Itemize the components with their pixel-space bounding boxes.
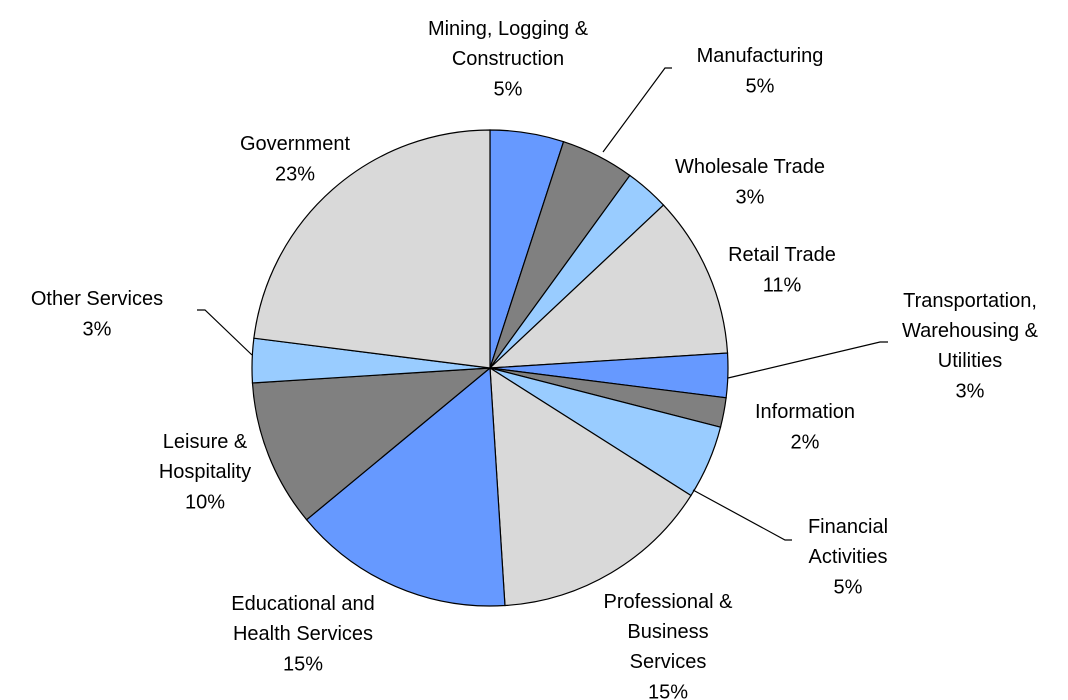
slice-label-line: Information	[755, 401, 855, 423]
slice-label-line: Activities	[809, 546, 888, 568]
slice-value-label: 3%	[736, 186, 765, 208]
slice-value-label: 5%	[494, 78, 523, 100]
leader-line	[197, 309, 253, 356]
leader-line	[602, 67, 672, 153]
pie-slice	[251, 367, 492, 521]
slice-value-label: 15%	[283, 653, 323, 675]
slice-label-line: Financial	[808, 516, 888, 538]
slice-label-line: Business	[627, 621, 708, 643]
slice-label-line: Services	[630, 651, 707, 673]
slice-label-line: Retail Trade	[728, 244, 836, 266]
slice-label-line: Manufacturing	[697, 45, 824, 67]
slice-label: Information	[755, 401, 855, 423]
slice-label: Leisure & Hospitality	[159, 431, 251, 483]
slice-value-label: 3%	[956, 380, 985, 402]
leader-line	[727, 341, 888, 379]
slice-label-line: Wholesale Trade	[675, 156, 825, 178]
pie-slice	[488, 204, 729, 369]
slice-value-label: 5%	[834, 576, 863, 598]
slice-label: Professional & Business Services	[604, 591, 734, 673]
pie-slice	[489, 366, 692, 607]
slice-label-line: Utilities	[938, 350, 1002, 372]
slice-label: Other Services	[31, 288, 163, 310]
slice-value-label: 10%	[185, 491, 225, 513]
slice-label-line: Government	[240, 133, 350, 155]
slice-value-label: 5%	[746, 75, 775, 97]
slice-label-line: Health Services	[233, 623, 373, 645]
slice-label: Educational and Health Services	[231, 593, 374, 645]
slice-value-label: 11%	[763, 274, 802, 296]
slice-label: Manufacturing	[697, 45, 824, 67]
slice-value-label: 3%	[83, 318, 112, 340]
slice-value-label: 23%	[275, 163, 315, 185]
slice-value-label: 15%	[648, 681, 688, 700]
slice-label: Financial Activities	[808, 516, 888, 568]
slice-label: Retail Trade	[728, 244, 836, 266]
slice-label-line: Transportation,	[903, 290, 1037, 312]
slice-value-label: 2%	[791, 431, 820, 453]
slice-label-line: Warehousing &	[902, 320, 1039, 342]
slice-label: Wholesale Trade	[675, 156, 825, 178]
slice-label-line: Leisure &	[163, 431, 248, 453]
leader-line	[692, 489, 792, 541]
slice-label-line: Hospitality	[159, 461, 251, 483]
slice-label-line: Other Services	[31, 288, 163, 310]
slice-label-line: Mining, Logging &	[428, 18, 589, 40]
slice-label-line: Professional &	[604, 591, 734, 613]
slice-label-line: Construction	[452, 48, 564, 70]
pie-slice	[305, 366, 506, 607]
slice-label-line: Educational and	[231, 593, 374, 615]
slice-label: Transportation, Warehousing & Utilities	[902, 290, 1039, 372]
slice-label: Government	[240, 133, 350, 155]
pie-slice	[253, 129, 491, 369]
slice-label: Mining, Logging & Construction	[428, 18, 589, 70]
